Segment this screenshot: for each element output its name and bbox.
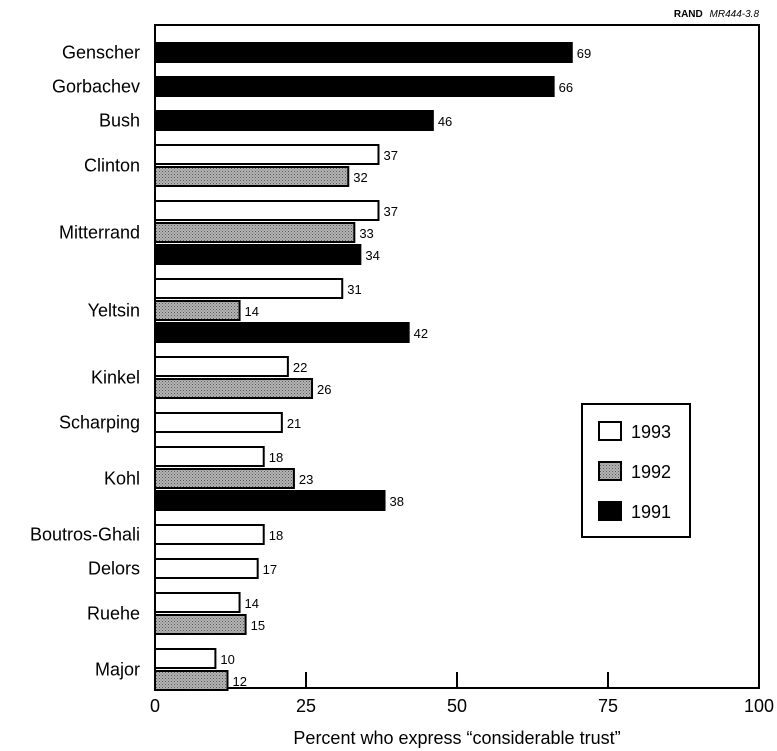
bar-kohl-1991	[154, 490, 386, 511]
value-label-yeltsin-1991: 42	[414, 326, 428, 341]
x-tick-label-25: 25	[296, 696, 316, 716]
value-label-clinton-1993: 37	[383, 148, 397, 163]
legend-label-1991: 1991	[631, 502, 671, 522]
value-label-mitterrand-1992: 33	[359, 226, 373, 241]
bar-kinkel-1993	[154, 356, 289, 377]
value-label-bush-1991: 46	[438, 114, 452, 129]
bar-gorbachev-1991	[154, 76, 555, 97]
source-label: RAND MR444-3.8	[674, 9, 760, 20]
bar-genscher-1991	[154, 42, 573, 63]
bar-yeltsin-1992	[154, 300, 241, 321]
bars-layer: 69 66 46 37 32 37 33 34 31 14 42 22 26 21 18 23 38 18 17 14…	[154, 42, 591, 691]
category-label-delors: Delors	[88, 559, 140, 579]
x-tick-label-100: 100	[744, 696, 774, 716]
category-label-bush: Bush	[99, 111, 140, 131]
bar-bush-1991	[154, 110, 434, 131]
bar-major-1993	[154, 648, 217, 669]
bar-clinton-1993	[154, 144, 380, 165]
category-label-gorbachev: Gorbachev	[52, 77, 140, 97]
x-tick-label-75: 75	[598, 696, 618, 716]
bar-boutros-ghali-1993	[154, 524, 265, 545]
legend: 1993 1992 1991	[581, 403, 691, 538]
source-id: MR444-3.8	[710, 9, 760, 20]
value-label-kinkel-1992: 26	[317, 382, 331, 397]
value-label-major-1993: 10	[220, 652, 234, 667]
category-label-ruehe: Ruehe	[87, 604, 140, 624]
bar-mitterrand-1993	[154, 200, 380, 221]
value-label-kohl-1993: 18	[269, 450, 283, 465]
value-label-boutros-ghali-1993: 18	[269, 528, 283, 543]
value-label-kohl-1991: 38	[390, 494, 404, 509]
bar-ruehe-1992	[154, 614, 247, 635]
bar-kohl-1992	[154, 468, 295, 489]
category-labels: Genscher Gorbachev Bush Clinton Mitterrand Ye…	[30, 43, 140, 680]
category-label-kinkel: Kinkel	[91, 368, 140, 388]
x-axis-title: Percent who express “considerable trust”	[293, 728, 620, 748]
bar-scharping-1993	[154, 412, 283, 433]
bar-major-1992	[154, 670, 229, 691]
bar-kohl-1993	[154, 446, 265, 467]
value-label-genscher-1991: 69	[577, 46, 591, 61]
value-label-mitterrand-1991: 34	[365, 248, 379, 263]
bar-mitterrand-1991	[154, 244, 362, 265]
category-label-kohl: Kohl	[104, 469, 140, 489]
value-label-ruehe-1993: 14	[245, 596, 259, 611]
value-label-kinkel-1993: 22	[293, 360, 307, 375]
x-tick-label-0: 0	[150, 696, 160, 716]
bar-mitterrand-1992	[154, 222, 356, 243]
value-label-ruehe-1992: 15	[251, 618, 265, 633]
value-label-gorbachev-1991: 66	[559, 80, 573, 95]
category-label-mitterrand: Mitterrand	[59, 223, 140, 243]
bar-yeltsin-1991	[154, 322, 410, 343]
x-tick-label-50: 50	[447, 696, 467, 716]
legend-swatch-1992	[598, 461, 622, 481]
value-label-yeltsin-1993: 31	[347, 282, 361, 297]
bar-yeltsin-1993	[154, 278, 344, 299]
category-label-major: Major	[95, 660, 140, 680]
x-axis: 0 25 50 75 100	[150, 672, 774, 716]
bar-clinton-1992	[154, 166, 350, 187]
category-label-clinton: Clinton	[84, 156, 140, 176]
legend-swatch-1991	[598, 501, 622, 521]
category-label-genscher: Genscher	[62, 43, 140, 63]
legend-swatch-1993	[598, 421, 622, 441]
value-label-scharping-1993: 21	[287, 416, 301, 431]
category-label-yeltsin: Yeltsin	[88, 301, 140, 321]
bar-delors-1993	[154, 558, 259, 579]
value-label-kohl-1992: 23	[299, 472, 313, 487]
legend-label-1993: 1993	[631, 422, 671, 442]
source-org: RAND	[674, 9, 703, 20]
value-label-clinton-1992: 32	[353, 170, 367, 185]
value-label-mitterrand-1993: 37	[383, 204, 397, 219]
value-label-yeltsin-1992: 14	[245, 304, 259, 319]
category-label-scharping: Scharping	[59, 413, 140, 433]
bar-kinkel-1992	[154, 378, 314, 399]
value-label-major-1992: 12	[232, 674, 246, 689]
category-label-boutros-ghali: Boutros-Ghali	[30, 525, 140, 545]
legend-label-1992: 1992	[631, 462, 671, 482]
value-label-delors-1993: 17	[263, 562, 277, 577]
bar-ruehe-1993	[154, 592, 241, 613]
